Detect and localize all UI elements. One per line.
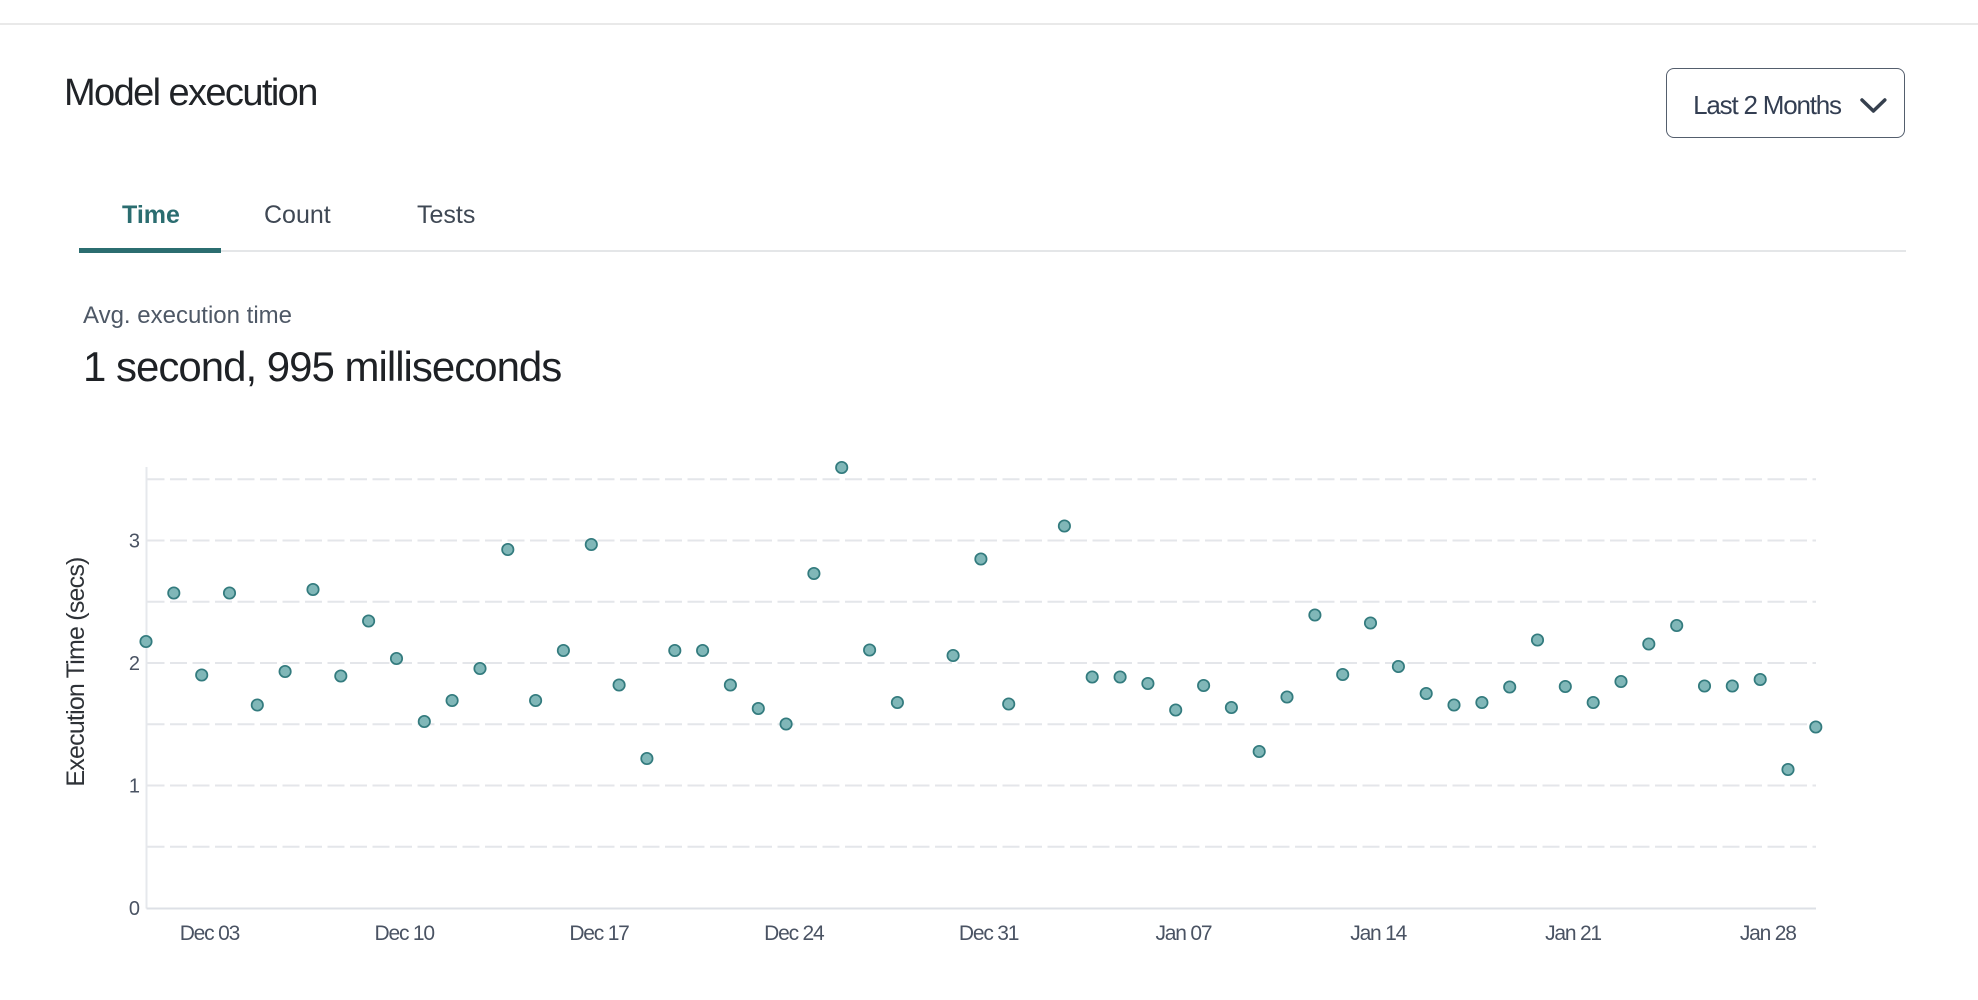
svg-text:2: 2 <box>129 653 140 675</box>
svg-text:Dec 10: Dec 10 <box>375 922 435 945</box>
svg-text:Dec 03: Dec 03 <box>180 922 240 945</box>
svg-text:Execution Time (secs): Execution Time (secs) <box>62 557 90 786</box>
svg-text:1: 1 <box>129 776 140 798</box>
svg-text:Dec 17: Dec 17 <box>569 922 629 945</box>
svg-text:Jan 21: Jan 21 <box>1545 922 1601 945</box>
svg-text:Jan 14: Jan 14 <box>1350 922 1407 945</box>
svg-text:Dec 24: Dec 24 <box>764 922 825 945</box>
svg-text:Jan 07: Jan 07 <box>1155 922 1211 945</box>
svg-text:3: 3 <box>129 531 140 553</box>
svg-text:0: 0 <box>129 898 140 920</box>
svg-text:Dec 31: Dec 31 <box>959 922 1019 945</box>
svg-text:Jan 28: Jan 28 <box>1740 922 1796 945</box>
